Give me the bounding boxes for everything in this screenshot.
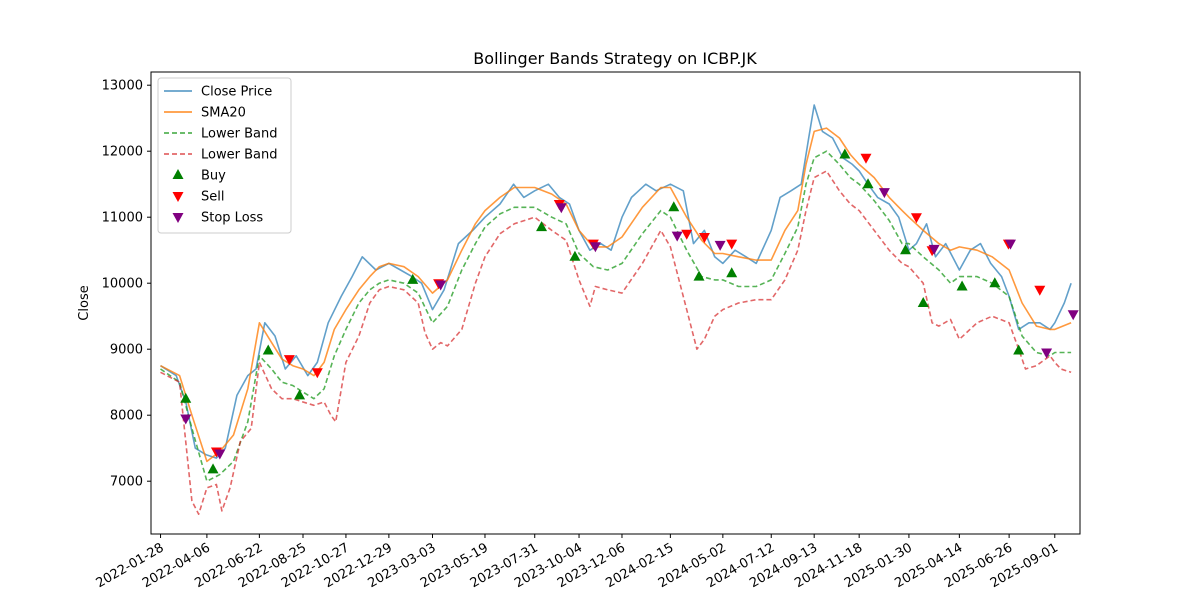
sell-marker (910, 213, 922, 224)
buy-marker (1013, 344, 1025, 355)
legend-label-sma: SMA20 (201, 106, 246, 121)
sell-marker (311, 368, 323, 379)
buy-marker (839, 148, 851, 159)
stop-marker (180, 414, 192, 425)
stop-marker (555, 203, 567, 214)
y-tick-label: 10000 (102, 277, 143, 292)
legend: Close Price SMA20 Lower Band Lower Band Buy S… (157, 77, 292, 234)
marker-layer (180, 148, 1079, 474)
legend-label-close: Close Price (201, 85, 272, 100)
buy-marker (294, 389, 306, 400)
sell-marker (860, 153, 872, 164)
stop-marker (671, 231, 683, 242)
stop-marker (435, 280, 447, 291)
buy-marker (668, 201, 680, 212)
buy-marker (693, 270, 705, 281)
sell-marker (681, 229, 693, 240)
buy-marker (862, 178, 874, 189)
buy-marker (180, 392, 192, 403)
legend-swatch-stop (172, 213, 184, 223)
series-line-lower (160, 170, 1072, 516)
stop-marker (714, 240, 726, 251)
sell-marker (726, 239, 738, 250)
buy-marker (207, 463, 219, 474)
sell-marker (283, 355, 295, 366)
plot-frame (150, 71, 1081, 535)
buy-marker (726, 267, 738, 278)
y-tick-label: 8000 (110, 409, 143, 424)
chart-title: Bollinger Bands Strategy on ICBP.JK (473, 49, 757, 68)
legend-box (157, 77, 292, 234)
buy-marker (900, 244, 912, 255)
y-tick-label: 11000 (102, 211, 143, 226)
y-tick-label: 7000 (110, 475, 143, 490)
legend-label-stop: Stop Loss (201, 211, 263, 226)
stop-marker (928, 244, 940, 255)
stop-marker (1004, 239, 1016, 250)
y-tick-label: 12000 (102, 145, 143, 160)
sell-marker (698, 233, 710, 243)
stop-marker (214, 449, 226, 460)
legend-label-sell: Sell (201, 190, 224, 205)
stop-marker (1041, 348, 1053, 359)
buy-marker (407, 273, 419, 284)
legend-label-lower: Lower Band (201, 148, 277, 163)
legend-label-buy: Buy (201, 169, 226, 184)
y-tick-label: 13000 (102, 79, 143, 94)
y-axis-label: Close (77, 285, 92, 320)
legend-label-upper: Lower Band (201, 127, 277, 142)
stop-marker (589, 242, 601, 253)
buy-marker (569, 250, 581, 261)
series-line-sma (160, 127, 1072, 463)
y-tick-label: 9000 (110, 343, 143, 358)
stop-marker (1067, 310, 1079, 321)
legend-swatch-sell (172, 192, 184, 202)
legend-swatch-buy (172, 169, 184, 179)
buy-marker (989, 277, 1001, 288)
buy-marker (917, 297, 929, 307)
series-line-upper (160, 150, 1072, 483)
buy-marker (262, 344, 274, 355)
buy-marker (536, 221, 548, 232)
stop-marker (878, 188, 890, 199)
buy-marker (956, 280, 968, 291)
sell-marker (1034, 285, 1046, 296)
